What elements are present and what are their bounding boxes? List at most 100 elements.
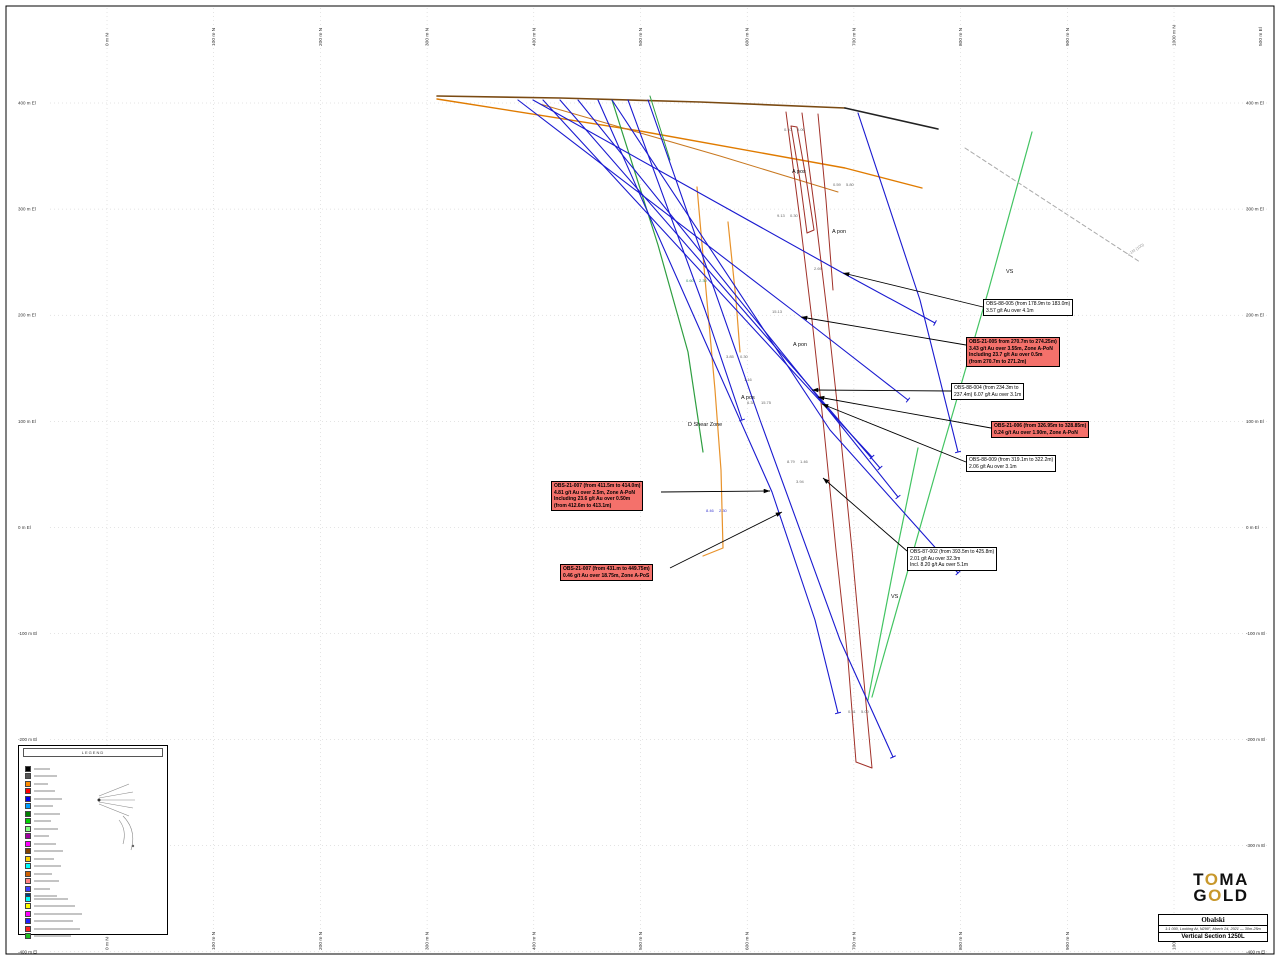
legend-label (34, 767, 50, 770)
eoh-tick (869, 454, 875, 460)
legend-swatch (25, 803, 31, 809)
callout-obs-88-009: OBS-88-009 (from 319.1m to 322.2m) 2.06 g… (966, 455, 1057, 472)
trace-blue-10 (857, 112, 959, 453)
callout-line: OBS-21-007 (from 411.5m to 414.0m) (554, 483, 641, 489)
legend-swatch (25, 848, 31, 854)
legend-label (34, 782, 48, 785)
legend-label (34, 797, 62, 800)
title-block-info: 1:1 000, Looking At, N290°, March 24, 20… (1159, 925, 1267, 933)
sheet-border (5, 5, 1275, 955)
axis-label-corner: 500 m El (1258, 27, 1264, 46)
logo-word-toma: TOMA (1193, 870, 1249, 889)
legend-items-bottom (25, 894, 82, 941)
trace-zone-apon-west (785, 111, 857, 763)
assay-label: 9.00 (797, 127, 806, 132)
axis-label-elev-right: -200 m El (1246, 737, 1265, 742)
callout-obs-21-005: OBS-21-005 from 270.7m to 274.25m) 3.43 g… (966, 337, 1060, 367)
callout-obs-87-002: OBS-87-002 (from 393.5m to 425.8m) 2.01 g… (907, 547, 998, 571)
callout-line: OBS-21-007 (from 431.m to 449.75m) (563, 566, 650, 572)
legend-item (25, 765, 63, 772)
axis-label-north-top: 500 m N (638, 27, 644, 46)
assay-label: 2.30 (699, 278, 708, 283)
callout-line: Incl. 8.20 g/t Au over 5.1m (910, 562, 969, 568)
axis-label-elev-right: 100 m El (1246, 419, 1264, 424)
legend-item (25, 818, 63, 824)
axis-label-north-bottom: 300 m N (425, 931, 431, 950)
legend-item (25, 885, 63, 892)
trace-overburden-2 (539, 103, 839, 193)
legend-swatch (25, 795, 31, 802)
assay-label: 0.10 (784, 127, 793, 132)
assay-label: 0.51 (848, 709, 857, 714)
legend-item (25, 855, 63, 862)
eoh-tick (834, 711, 842, 715)
legend-item (25, 773, 63, 779)
axis-label-elev-left: 300 m El (18, 207, 36, 212)
assay-label: 5.80 (846, 182, 855, 187)
trace-overburden-1 (436, 98, 923, 189)
legend-item (25, 870, 63, 877)
legend-label (34, 790, 55, 792)
axis-label-elev-right: 200 m El (1246, 313, 1264, 318)
callout-line: 3.57 g/t Au over 4.1m (986, 307, 1034, 314)
legend-title: LEGEND (23, 748, 163, 757)
axis-label-north-top: 900 m N (1065, 27, 1071, 46)
legend-swatch (25, 925, 31, 932)
callout-line: 2.01 g/t Au over 32.3m (910, 555, 961, 562)
trace-blue-6 (597, 99, 839, 714)
axis-label-elev-left: 100 m El (18, 419, 36, 424)
assay-label: 2.69 (814, 266, 823, 271)
legend-label (34, 887, 50, 890)
legend-label (34, 857, 54, 860)
axis-label-north-bottom: 0 m N (105, 937, 111, 950)
legend-swatch (25, 833, 31, 839)
legend-swatch (25, 863, 31, 869)
zone-label: A pon (832, 229, 846, 235)
legend-swatch (25, 918, 31, 924)
assay-label: 0.60 (686, 278, 695, 283)
axis-label-north-top: 0 m N (105, 33, 111, 46)
trace-surface (436, 95, 846, 109)
legend-label (34, 927, 80, 930)
leader-obs-21-007-b (669, 511, 783, 569)
callout-line: 0.46 g/t Au over 18.75m, Zone A-PoS (563, 572, 650, 579)
callout-line: 237.4m) 6.07 g/t Au over 3.1m (954, 391, 1022, 398)
legend-swatch (25, 825, 31, 832)
callout-line: OBS-21-006 (from 326.95m to 328.85m) (994, 423, 1087, 429)
legend-swatch (25, 910, 31, 917)
zone-labels: A pos A pon A pon A pos D Shear Zone VS VS (688, 169, 1014, 600)
callout-line: Including 23.6 g/t Au over 0.50m (554, 496, 631, 502)
trace-blue-7 (647, 99, 894, 758)
legend-item (25, 910, 82, 917)
legend-label (34, 920, 73, 922)
legend-label (34, 775, 57, 777)
zone-label: A pos (741, 395, 755, 401)
legend-label (34, 880, 59, 882)
trace-green-collar (649, 95, 671, 161)
callout-obs-21-007-a: OBS-21-007 (from 411.5m to 414.0m) 4.81 g… (551, 481, 644, 511)
legend-label (34, 935, 71, 937)
axis-label-elev-right: -400 m El (1246, 949, 1265, 954)
assay-label: 8.46 (706, 508, 715, 513)
axis-label-north-top: 600 m N (745, 27, 751, 46)
legend-item (25, 895, 82, 902)
assay-label: 0.30 (790, 213, 799, 218)
callout-line: OBS-88-005 (from 178.9m to 183.0m) (986, 301, 1071, 307)
eoh-tick (933, 320, 937, 326)
legend-label (34, 897, 68, 900)
callout-line: OBS-88-004 (from 234.3m to (954, 385, 1019, 391)
legend-item (25, 903, 82, 909)
axis-label-north-bottom: 400 m N (531, 931, 537, 950)
legend-label (34, 905, 75, 907)
trace-zone-apos-top (790, 125, 815, 234)
leader-obs-88-009 (821, 403, 967, 463)
eoh-tick (738, 418, 746, 422)
axis-label-elev-left: 0 m El (18, 525, 31, 530)
assay-label: 1.16 (744, 377, 753, 382)
trace-zone-east-upper (817, 113, 834, 291)
axis-label-north-bottom: 900 m N (1065, 931, 1071, 950)
zone-label: D Shear Zone (688, 422, 722, 428)
eoh-tick (955, 570, 961, 576)
trace-blue-2 (517, 99, 909, 401)
